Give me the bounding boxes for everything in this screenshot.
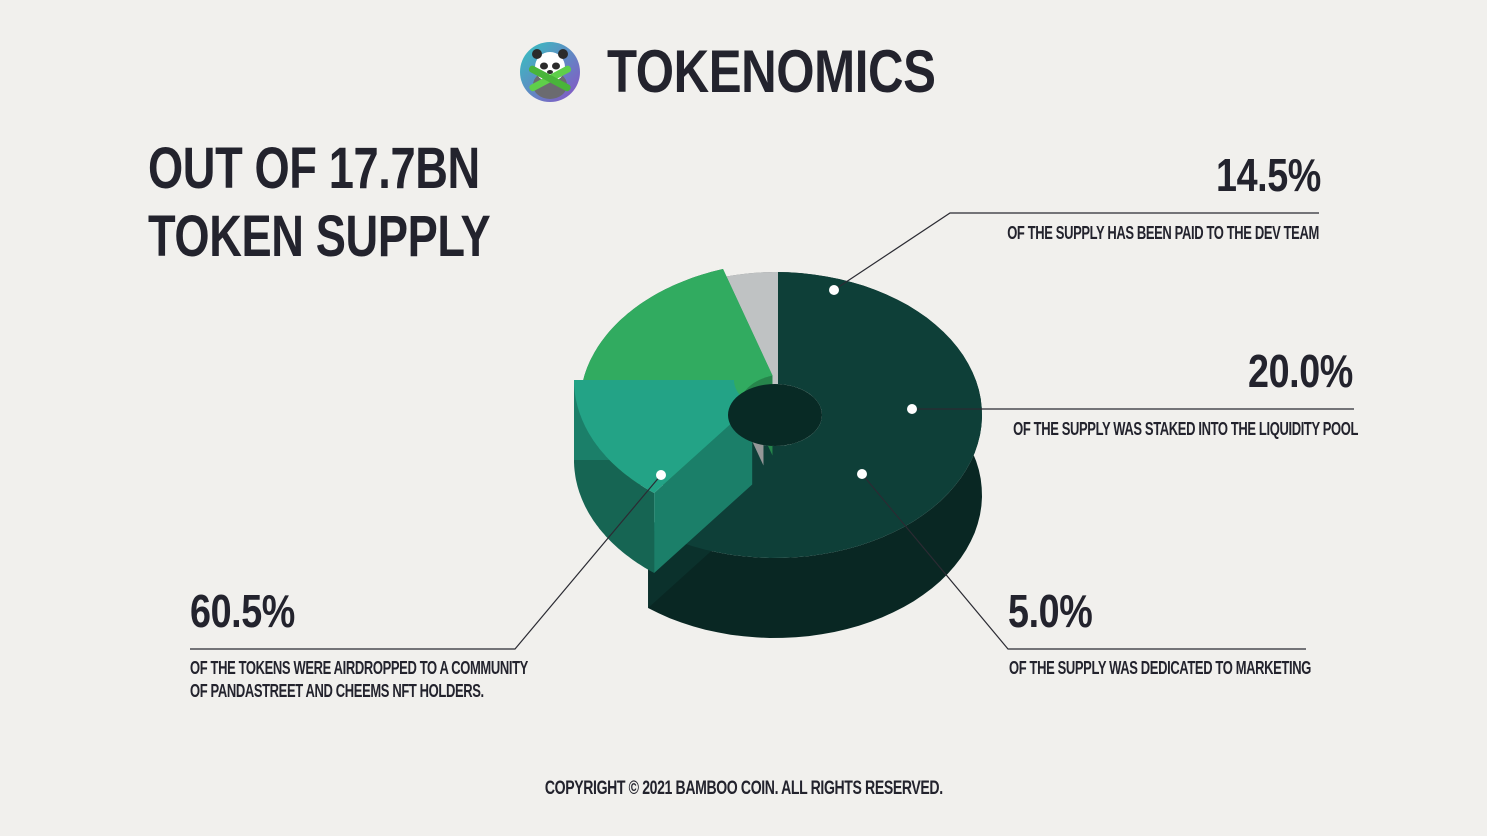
dev-description: OF THE SUPPLY HAS BEEN PAID TO THE DEV T…: [1007, 223, 1319, 243]
liquidity-slice-top: [580, 269, 773, 405]
airdrop-percent-label: 60.5%: [190, 585, 295, 637]
copyright-text: COPYRIGHT © 2021 BAMBOO COIN. ALL RIGHTS…: [544, 778, 943, 799]
liquidity-description: OF THE SUPPLY WAS STAKED INTO THE LIQUID…: [1013, 419, 1358, 439]
dev-marker-dot: [829, 285, 839, 295]
donut-hole: [728, 384, 822, 446]
airdrop-marker-dot: [656, 470, 666, 480]
marketing-leader-line: [861, 473, 1306, 650]
dev-slice: [574, 380, 753, 573]
marketing-description: OF THE SUPPLY WAS DEDICATED TO MARKETING: [1009, 658, 1311, 678]
marketing-marker-dot: [857, 469, 867, 479]
header: TOKENOMICS: [0, 36, 1487, 108]
supply-line-1: OUT OF 17.7BN: [148, 136, 480, 201]
dev-slice-top: [574, 380, 753, 493]
airdrop-description-line-2: OF PANDASTREET AND CHEEMS NFT HOLDERS.: [190, 681, 484, 701]
liquidity-percent-label: 20.0%: [1248, 345, 1353, 397]
airdrop-leader-line: [190, 474, 662, 650]
panda-bamboo-logo-icon: [520, 42, 581, 102]
footer: COPYRIGHT © 2021 BAMBOO COIN. ALL RIGHTS…: [0, 778, 1487, 800]
dev-leader-line: [833, 212, 1319, 291]
airdrop-description-line-1: OF THE TOKENS WERE AIRDROPPED TO A COMMU…: [190, 658, 528, 678]
dev-percent-label: 14.5%: [1216, 149, 1321, 201]
page-title: TOKENOMICS: [607, 38, 936, 105]
liquidity-marker-dot: [907, 404, 917, 414]
dev-slice-side: [574, 380, 655, 573]
marketing-percent-label: 5.0%: [1008, 585, 1093, 637]
